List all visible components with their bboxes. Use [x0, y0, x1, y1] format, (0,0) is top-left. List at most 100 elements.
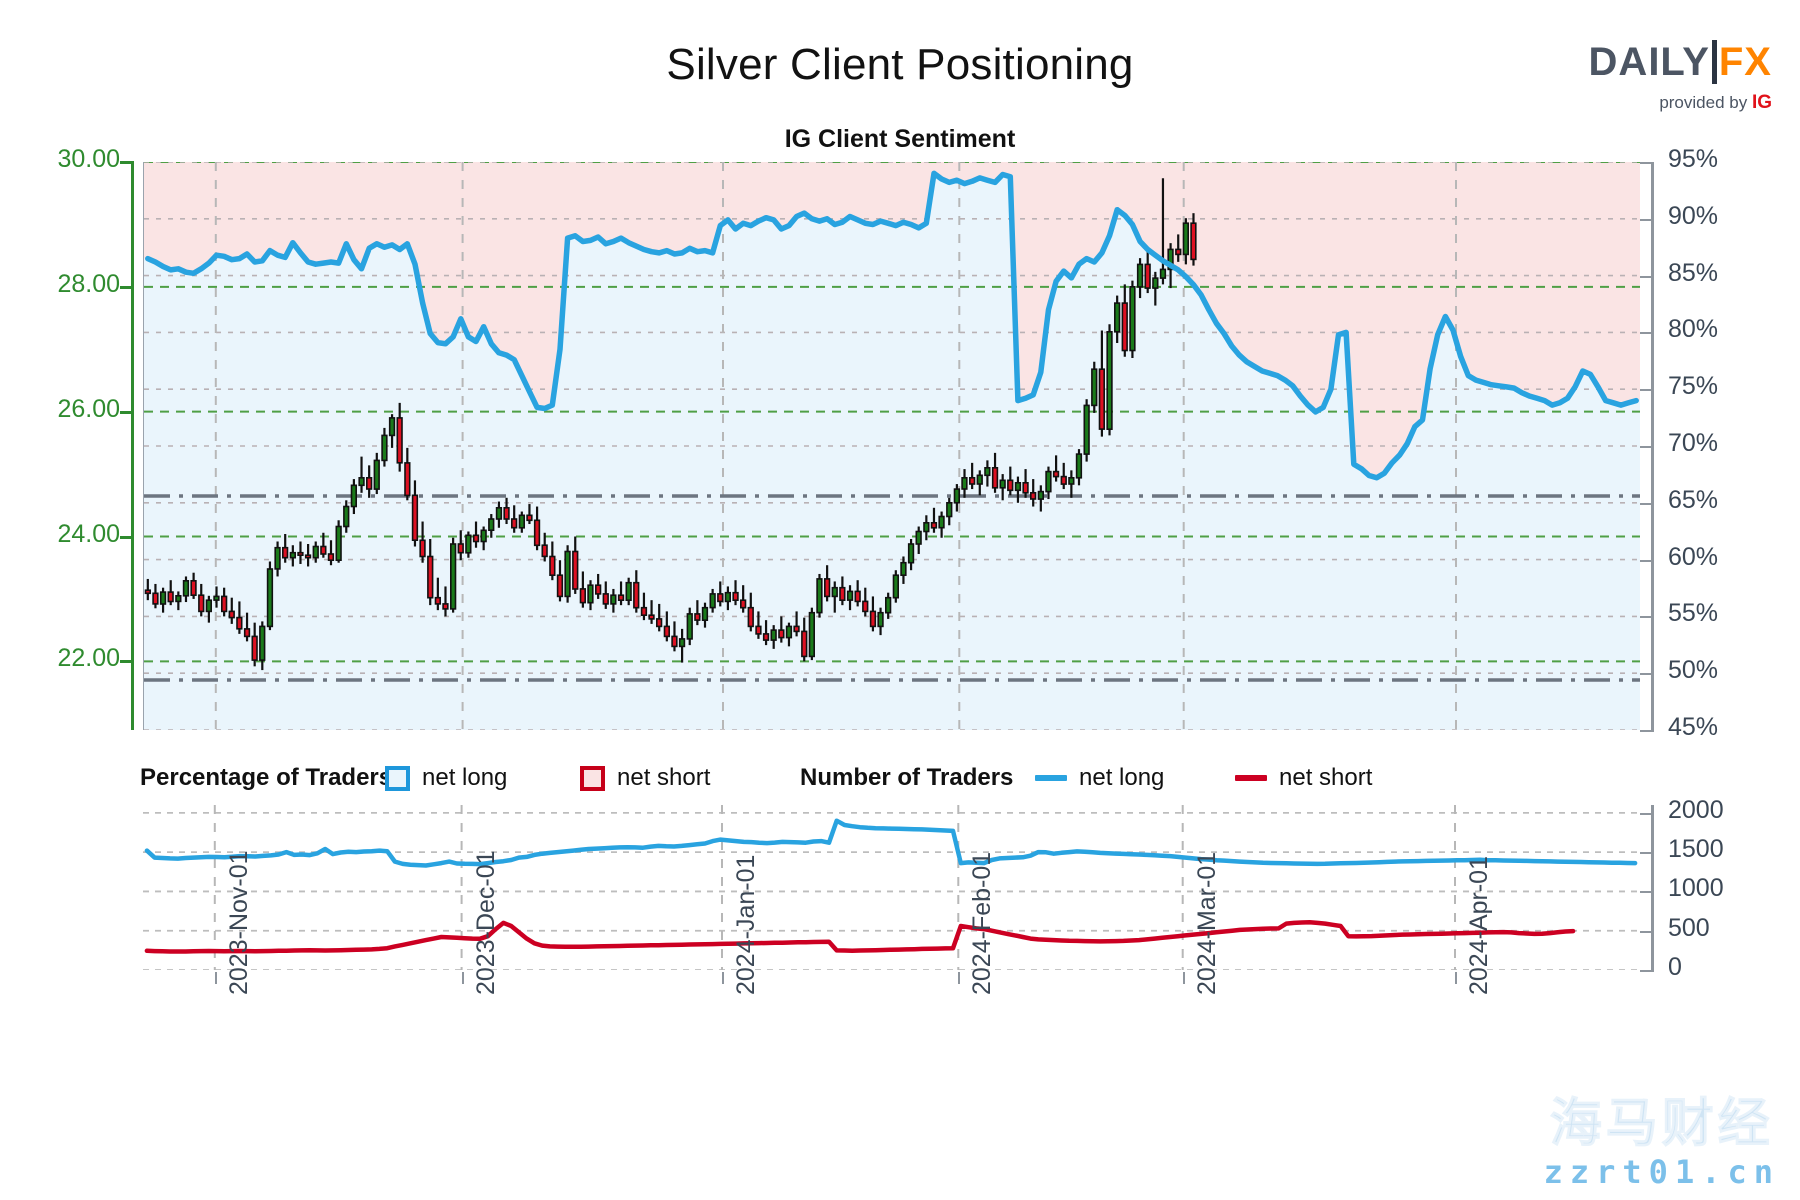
candle-body [533, 519, 541, 547]
candle-body [1029, 491, 1037, 500]
candle-body [579, 588, 586, 604]
legend-pct-net-short[interactable]: net short [580, 764, 710, 792]
traders-line [144, 919, 1576, 954]
candle-body [907, 543, 915, 564]
candle-body [159, 591, 167, 605]
percent-axis-tick [1640, 559, 1654, 562]
candle-body [404, 462, 411, 497]
candle-body [549, 555, 556, 577]
candle-body [1098, 368, 1105, 430]
candle-body [1182, 222, 1189, 256]
candle-body [572, 550, 579, 590]
traders-axis-tick [1640, 891, 1654, 894]
candle-body [732, 591, 739, 602]
candle-body [236, 616, 243, 630]
percent-axis-tick-label: 85% [1668, 258, 1719, 287]
candle-body [854, 590, 861, 603]
candle-body [190, 579, 197, 596]
percent-axis-tick [1640, 616, 1654, 619]
time-axis-tick-label: 2024-Apr-01 [1464, 856, 1493, 995]
candle-body [923, 521, 930, 533]
legend-num-net-short[interactable]: net short [1235, 764, 1372, 792]
candle-body [1129, 286, 1136, 352]
percent-axis-tick [1640, 446, 1654, 448]
candle-body [976, 474, 983, 485]
candle-body [449, 543, 457, 610]
candle-body [1152, 277, 1159, 289]
time-axis-tick-label: 2023-Nov-01 [224, 850, 253, 995]
candle-body [831, 586, 838, 598]
traders-axis-tick [1640, 930, 1654, 933]
candle-body [289, 551, 296, 559]
chart-legend: Percentage of Traders net long net short… [140, 760, 1640, 798]
price-axis-tick-label: 30.00 [57, 145, 120, 173]
candle-body [1037, 490, 1044, 500]
chart-subtitle: IG Client Sentiment [784, 125, 1016, 153]
legend-pct-net-short-label: net short [617, 764, 711, 791]
candle-body [999, 479, 1006, 489]
candle-body [556, 574, 564, 598]
candle-body [1175, 248, 1182, 256]
percent-axis-tick-label: 70% [1668, 429, 1719, 457]
candle-body [778, 629, 785, 639]
legend-num-net-long-label: net long [1079, 764, 1165, 791]
percent-axis-tick-label: 45% [1668, 713, 1719, 741]
candle-body [182, 579, 190, 597]
legend-pct-net-long[interactable]: net long [385, 764, 507, 792]
candle-body [472, 534, 480, 543]
net-short-area-fill [144, 162, 1640, 478]
traders-count-svg [143, 805, 1639, 970]
price-axis-tick-label: 22.00 [57, 644, 120, 673]
candle-body [617, 594, 625, 602]
legend-num-net-long[interactable]: net long [1035, 764, 1164, 792]
candle-body [663, 625, 670, 638]
candle-body [1136, 263, 1144, 288]
percent-axis-tick [1640, 275, 1654, 278]
candle-body [526, 514, 533, 522]
candle-body [717, 593, 724, 603]
logo-wordmark: DAILY FX [1589, 40, 1772, 84]
candle-body [701, 606, 709, 622]
candle-body [801, 630, 808, 658]
candle-body [221, 595, 228, 613]
percent-axis-tick-label: 80% [1668, 315, 1719, 344]
candle-body [587, 584, 594, 604]
candle-body [1091, 368, 1098, 407]
candle-body [625, 581, 632, 602]
candle-body [770, 629, 777, 641]
candle-body [1060, 475, 1067, 485]
candle-body [709, 593, 716, 609]
candle-body [1113, 302, 1121, 333]
time-axis-tick [1454, 972, 1457, 984]
percent-axis-tick [1640, 673, 1654, 676]
candle-body [1159, 268, 1167, 279]
dailyfx-logo: DAILY FX provided by IG [1589, 40, 1772, 112]
time-axis-tick-label: 2024-Feb-01 [968, 851, 997, 995]
candle-body [213, 595, 220, 601]
candle-body [1121, 302, 1128, 352]
legend-number-heading: Number of Traders [800, 764, 1014, 791]
candle-body [419, 539, 426, 558]
price-axis-tick [120, 660, 134, 664]
candle-body [678, 638, 686, 648]
candle-body [335, 525, 342, 562]
legend-num-net-short-label: net short [1279, 764, 1373, 791]
price-axis-tick-label: 24.00 [57, 519, 120, 548]
candle-body [144, 589, 151, 595]
candle-body [320, 545, 327, 555]
percent-axis-tick [1640, 730, 1654, 732]
candle-body [488, 518, 495, 531]
percent-axis-tick [1640, 502, 1654, 505]
candle-body [510, 518, 518, 529]
candle-body [1144, 263, 1151, 289]
time-axis-tick-label: 2023-Dec-01 [471, 850, 500, 995]
candle-body [495, 506, 503, 520]
candle-body [862, 600, 869, 613]
candle-body [167, 591, 174, 603]
candle-body [1022, 481, 1029, 494]
traders-axis-tick [1640, 812, 1654, 815]
candle-body [327, 553, 335, 561]
candle-body [1106, 331, 1113, 431]
candle-body [915, 530, 922, 545]
candle-body [152, 592, 159, 605]
